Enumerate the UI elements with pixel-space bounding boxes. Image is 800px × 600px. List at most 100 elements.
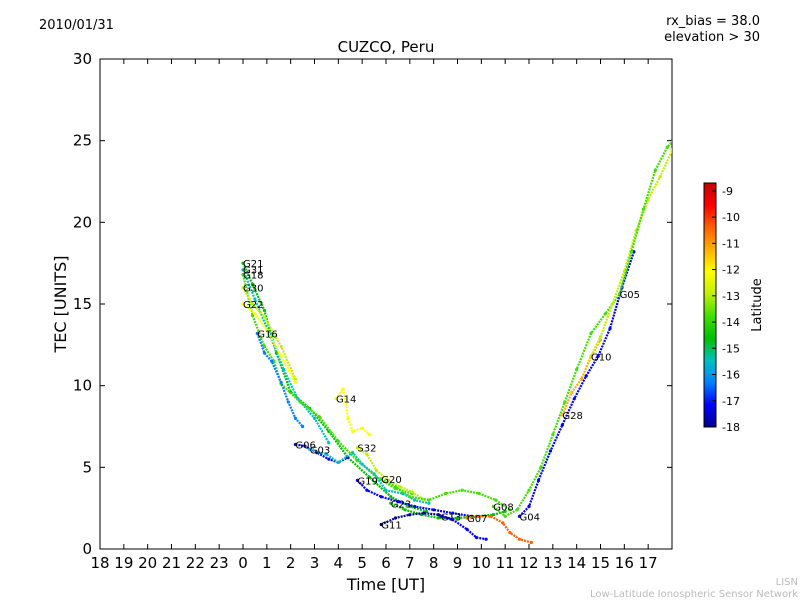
data-point — [665, 145, 669, 149]
data-point — [255, 331, 259, 335]
data-point — [689, 123, 692, 126]
data-point — [782, 191, 785, 194]
data-point — [408, 513, 412, 517]
data-point — [551, 433, 555, 437]
data-point — [279, 344, 283, 349]
x-tick-label: 22 — [186, 554, 205, 572]
data-point — [379, 495, 383, 499]
data-point — [439, 514, 443, 518]
data-point — [293, 380, 298, 384]
data-point — [336, 439, 340, 443]
x-tick-label: 12 — [519, 554, 538, 572]
colorbar-tick-label: -13 — [722, 290, 740, 303]
date-label: 2010/01/31 — [39, 18, 114, 33]
data-point — [327, 441, 331, 445]
data-point — [539, 465, 543, 469]
data-point — [598, 335, 603, 339]
series-label-G14: G14 — [336, 395, 356, 406]
data-point — [503, 514, 507, 518]
data-point — [678, 133, 681, 136]
data-point — [629, 250, 634, 254]
data-point — [706, 113, 709, 116]
x-axis-label: Time [UT] — [346, 575, 425, 594]
data-point — [355, 446, 359, 450]
data-point — [529, 540, 533, 545]
x-tick-label: 21 — [162, 554, 181, 572]
colorbar-tick-label: -11 — [722, 237, 740, 250]
x-tick-label: 16 — [615, 554, 634, 572]
series-label-G16: G16 — [257, 329, 277, 340]
data-point — [432, 508, 436, 512]
data-point — [508, 531, 512, 535]
data-point — [262, 344, 267, 349]
data-point — [379, 477, 383, 481]
data-point — [334, 397, 338, 401]
data-point — [589, 331, 593, 335]
data-point — [563, 400, 567, 404]
data-point — [685, 165, 688, 168]
data-point — [579, 377, 584, 381]
colorbar-label: Latitude — [750, 278, 765, 332]
data-point — [262, 308, 267, 313]
colorbar — [703, 182, 717, 428]
data-point — [436, 516, 441, 520]
data-point — [771, 142, 774, 145]
data-point — [360, 462, 364, 466]
data-point — [389, 501, 393, 505]
data-point — [365, 452, 369, 456]
x-tick-label: 18 — [90, 554, 109, 572]
data-point — [253, 312, 257, 316]
data-point — [393, 485, 398, 489]
data-point — [336, 460, 340, 465]
chart-title: CUZCO, Peru — [337, 38, 435, 56]
data-point — [451, 518, 455, 522]
rx-bias-label: rx_bias = 38.0 — [666, 14, 760, 29]
data-point — [262, 315, 267, 319]
data-point — [346, 416, 350, 420]
data-point — [790, 116, 793, 119]
data-point — [286, 400, 290, 404]
credit-long: Low-Latitude Ionospheric Sensor Network — [590, 589, 798, 600]
data-point — [778, 110, 781, 113]
data-point — [389, 495, 393, 499]
data-point — [723, 139, 726, 142]
series-line-G21 — [241, 262, 427, 513]
y-tick-label: 10 — [73, 377, 92, 395]
series-label-G03: G03 — [310, 445, 330, 456]
y-tick-label: 0 — [82, 540, 92, 558]
data-point — [436, 513, 441, 517]
data-point — [494, 498, 498, 502]
data-point — [575, 367, 579, 371]
series-line-G18 — [241, 274, 413, 495]
data-point — [279, 380, 283, 384]
series-label-G05: G05 — [620, 290, 640, 301]
data-point — [327, 457, 331, 461]
data-point — [241, 261, 245, 265]
elevation-label: elevation > 30 — [664, 30, 760, 45]
data-point — [384, 488, 388, 492]
series-line-G17 — [686, 147, 727, 170]
data-point — [341, 387, 345, 391]
data-point — [718, 110, 721, 113]
data-point — [725, 168, 728, 171]
series-line-G10 — [590, 148, 672, 357]
data-point — [517, 537, 522, 541]
data-point — [308, 447, 312, 451]
series-label-G21: G21 — [243, 259, 263, 270]
data-point — [782, 195, 785, 198]
data-point — [766, 136, 769, 139]
credit-short: LISN — [775, 577, 798, 588]
data-point — [281, 367, 286, 371]
data-point — [515, 508, 519, 512]
colorbar-tick-label: -10 — [722, 211, 740, 224]
series-line-G15 — [696, 108, 739, 164]
x-tick-label: 3 — [310, 554, 320, 572]
data-point — [303, 444, 307, 448]
data-point — [610, 302, 615, 306]
data-point — [608, 326, 612, 331]
series-label-G06: G06 — [295, 440, 315, 451]
x-tick-label: 10 — [472, 554, 491, 572]
data-point — [742, 149, 745, 152]
